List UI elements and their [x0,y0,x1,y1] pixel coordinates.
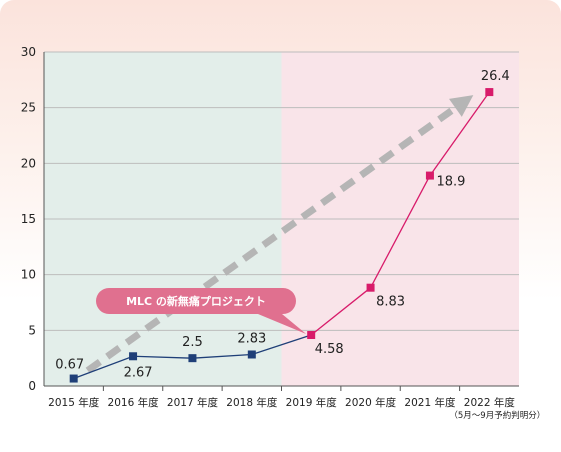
x-tick-label: 2019 年度 [286,396,338,409]
data-point [69,374,78,383]
trend-arrow-shaft [85,105,458,374]
series-segment [429,91,490,176]
series-segment [133,355,193,359]
callout-bubble [96,288,307,335]
data-label: 4.58 [315,342,344,357]
x-tick-label: 2020 年度 [345,396,397,409]
data-labels: 0.67 2.67 2.5 2.83 4.58 8.83 18.9 26.4 [55,69,510,380]
series-segment [310,287,371,336]
data-label: 26.4 [481,69,510,84]
callout: MLC の新無痛プロジェクト [96,288,307,335]
data-point [307,331,316,340]
x-axis: 2015 年度 2016 年度 2017 年度 2018 年度 2019 年度 2020 … [44,385,519,409]
data-label: 2.67 [124,365,153,380]
trend-arrow [85,95,474,374]
y-tick-label: 30 [21,45,36,59]
data-point [247,350,256,359]
y-tick-label: 15 [21,212,36,226]
category-note: （5月〜9月予約判明分） [449,410,545,421]
y-tick-label: 10 [21,268,36,282]
data-point [425,171,434,180]
x-tick-label: 2021 年度 [404,396,456,409]
trend-arrow-head [449,95,474,117]
x-tick-label: 2022 年度 [464,396,516,409]
series-line [69,88,494,383]
data-label: 2.83 [237,331,266,346]
data-label: 18.9 [436,175,465,190]
x-tick-label: 2016 年度 [108,396,160,409]
gridlines [44,51,519,331]
series-segment [192,353,252,359]
data-label: 0.67 [55,358,84,373]
data-point [129,352,138,361]
y-tick-label: 5 [28,323,36,337]
y-tick-label: 20 [21,156,36,170]
x-tick-label: 2018 年度 [226,396,278,409]
series-segment [251,334,312,356]
callout-label: MLC の新無痛プロジェクト [126,294,266,308]
x-tick-label: 2017 年度 [167,396,219,409]
data-label: 2.5 [182,335,203,350]
y-axis: 0 5 10 15 20 25 30 [21,45,45,393]
series-segment [369,175,431,288]
x-tick-label: 2015 年度 [48,396,100,409]
series-segment [73,355,134,380]
data-label: 8.83 [376,295,405,310]
data-point [188,354,197,363]
y-tick-label: 0 [28,379,36,393]
data-point [485,88,494,97]
data-point [366,283,375,292]
y-tick-label: 25 [21,101,36,115]
